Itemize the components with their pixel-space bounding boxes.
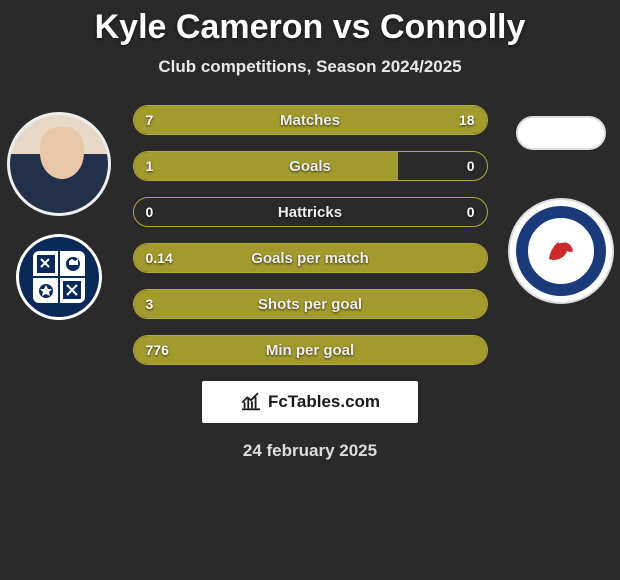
crewe-lion-icon (539, 229, 583, 273)
right-player-column (506, 112, 616, 304)
bar-value-left: 7 (134, 106, 166, 134)
left-club-badge (16, 234, 102, 320)
brand-text: FcTables.com (268, 392, 380, 412)
bar-value-left: 776 (134, 336, 181, 364)
bar-value-left: 1 (134, 152, 166, 180)
right-player-avatar (516, 116, 606, 150)
bar-value-right: 0 (455, 198, 487, 226)
brand-box: FcTables.com (202, 381, 418, 423)
left-player-avatar (7, 112, 111, 216)
page-title: Kyle Cameron vs Connolly (0, 8, 620, 47)
bar-fill-left (134, 152, 399, 180)
stats-bars: Matches718Goals10Hattricks00Goals per ma… (133, 105, 488, 365)
bar-value-right: 18 (447, 106, 487, 134)
date-text: 24 february 2025 (0, 441, 620, 461)
bar-fill-left (134, 244, 487, 272)
stat-bar: Goals10 (133, 151, 488, 181)
bar-value-left: 0 (134, 198, 166, 226)
right-club-badge (508, 198, 614, 304)
barrow-crest-icon (27, 245, 91, 309)
stat-bar: Goals per match0.14 (133, 243, 488, 273)
bar-value-right: 0 (455, 152, 487, 180)
stat-bar: Hattricks00 (133, 197, 488, 227)
stat-bar: Min per goal776 (133, 335, 488, 365)
stat-bar: Shots per goal3 (133, 289, 488, 319)
bar-value-left: 0.14 (134, 244, 185, 272)
bar-fill-left (134, 336, 487, 364)
brand-chart-icon (240, 391, 262, 413)
stat-bar: Matches718 (133, 105, 488, 135)
bar-fill-left (134, 290, 487, 318)
bar-value-left: 3 (134, 290, 166, 318)
subtitle: Club competitions, Season 2024/2025 (0, 57, 620, 77)
left-player-column (4, 112, 114, 320)
